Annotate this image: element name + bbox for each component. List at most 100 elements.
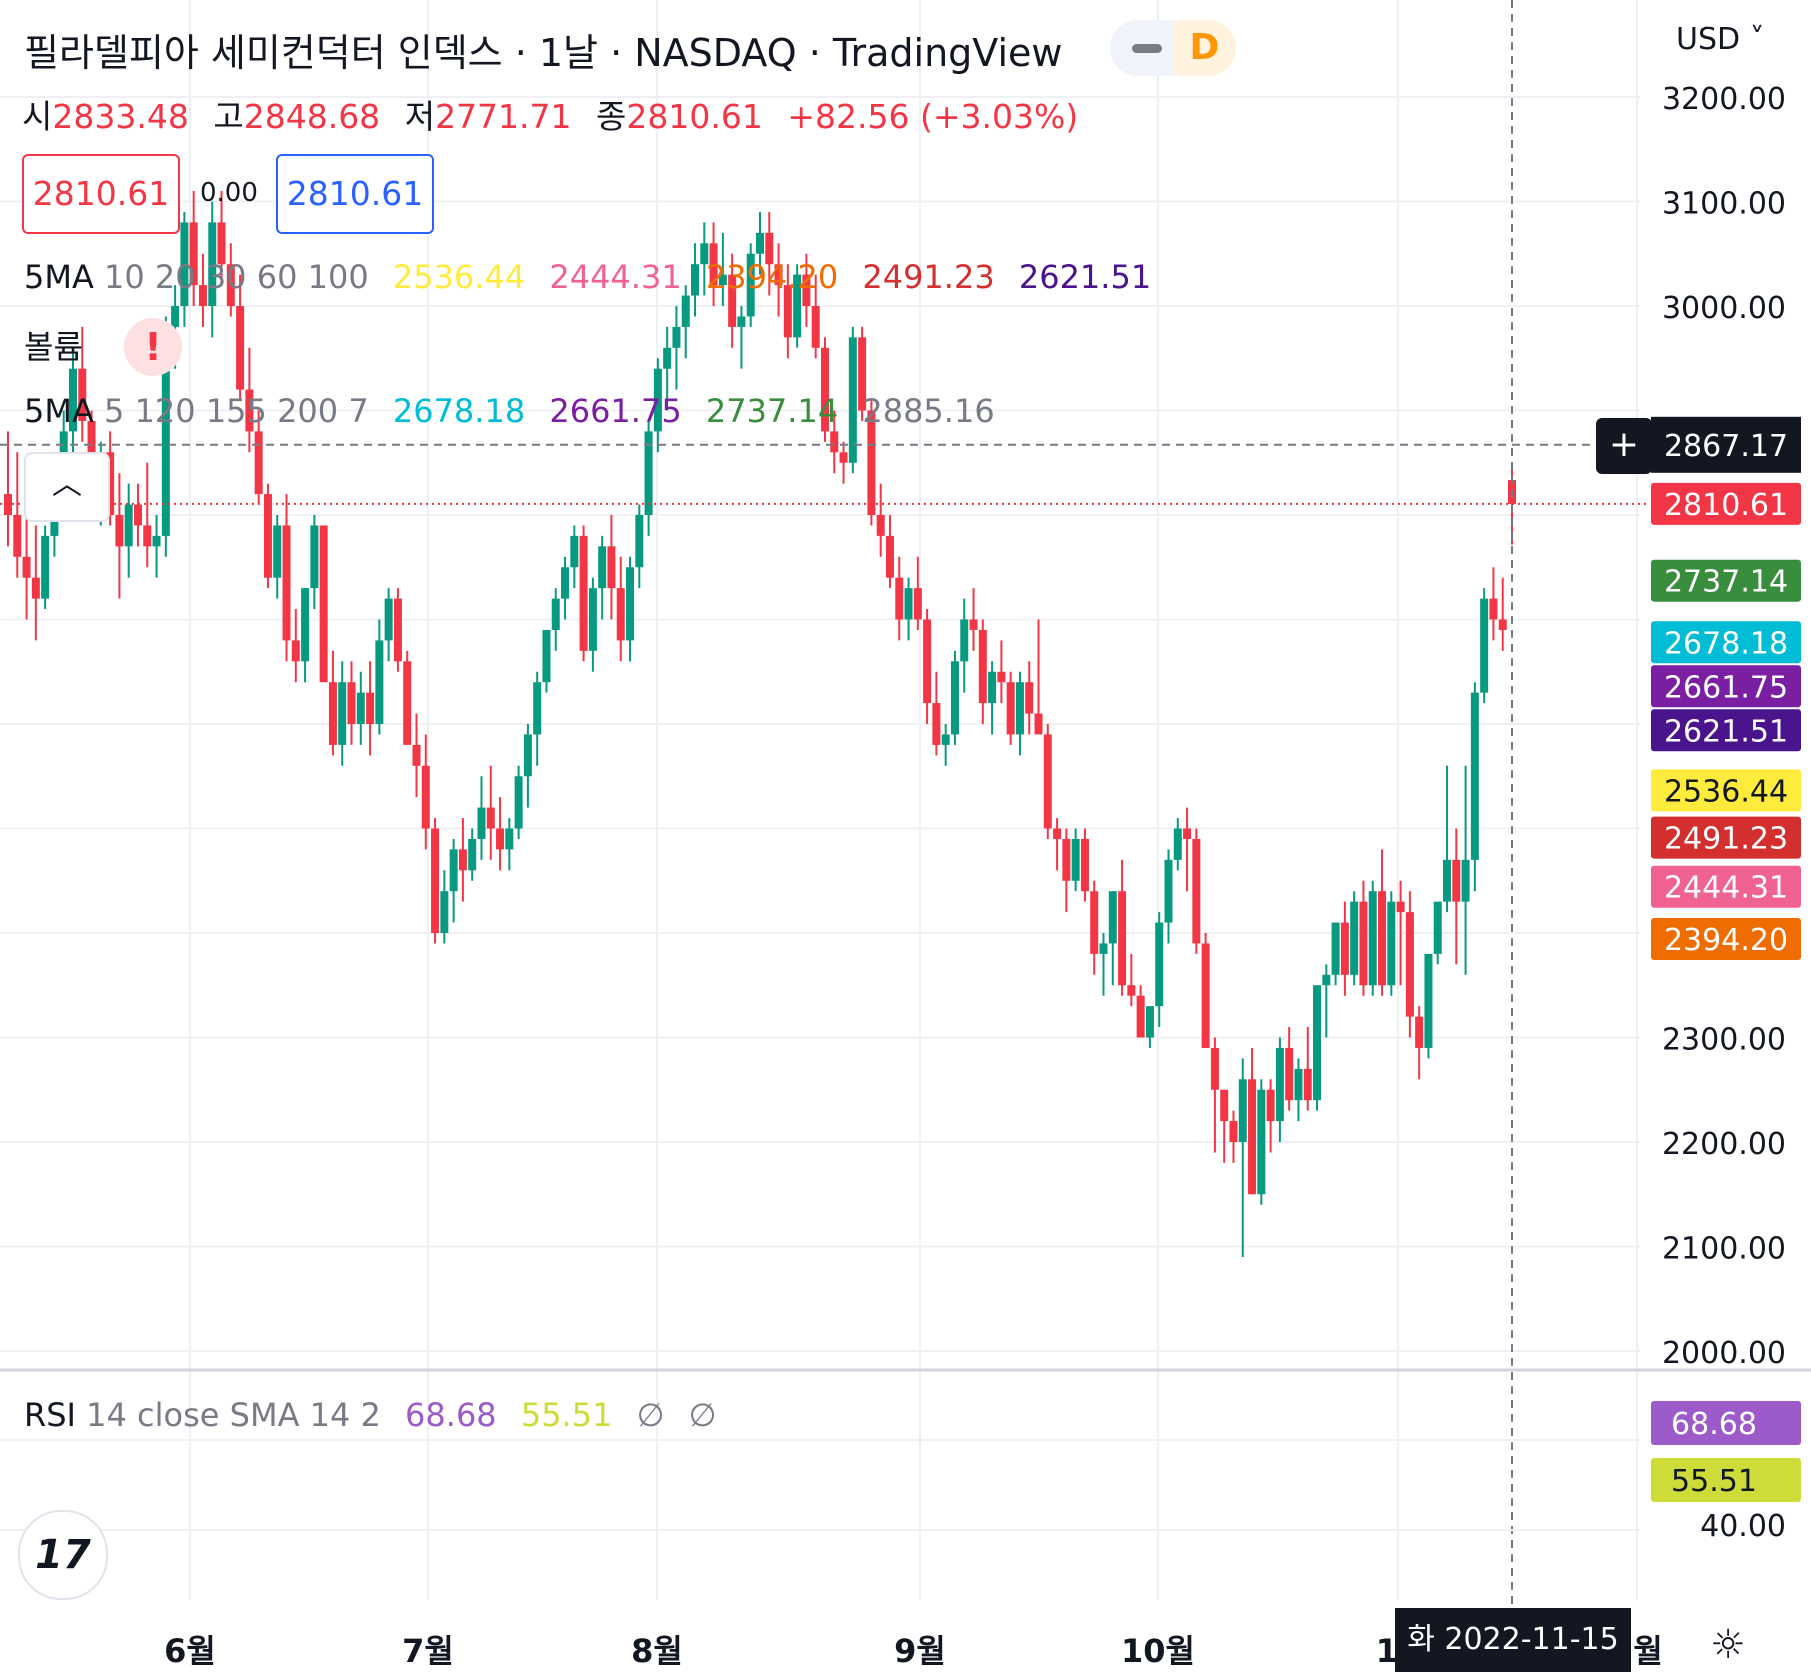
warning-icon[interactable]: !	[124, 318, 182, 376]
collapse-legend-button[interactable]: ︿	[24, 452, 110, 522]
ma-value: 2491.23	[862, 258, 995, 296]
candle-body	[1053, 828, 1062, 839]
candle-body	[1415, 1016, 1424, 1048]
candle-body	[1340, 922, 1349, 975]
sell-button[interactable]: 2810.61	[22, 154, 180, 234]
price-axis[interactable]: 3200.00 3100.00 3000.00 2300.00 2200.00 2100.…	[1662, 82, 1786, 1371]
candle-body	[514, 776, 523, 829]
currency-selector[interactable]: USD ˅	[1676, 22, 1765, 57]
ma-value: 2394.20	[705, 258, 839, 296]
candle-body	[1387, 901, 1396, 986]
ma-value: 2444.31	[549, 258, 682, 296]
price-label-text: 2621.51	[1664, 714, 1788, 749]
candle-body	[133, 504, 142, 526]
candle-body	[1452, 859, 1461, 902]
candle-body	[1173, 828, 1182, 860]
candle-body	[87, 420, 96, 474]
ma-legend-1[interactable]: 5MA 10 20 30 60 100 2536.44 2444.31 2394…	[24, 258, 1151, 296]
candle-body	[1136, 995, 1145, 1038]
y-tick-label: 3100.00	[1662, 187, 1786, 222]
candle-body	[598, 546, 607, 589]
ma-value: 2661.75	[549, 392, 682, 430]
candle-body	[1210, 1047, 1219, 1090]
price-label-box	[1651, 865, 1801, 908]
market-status-pill[interactable]: D	[1110, 20, 1236, 76]
candle-body	[653, 368, 662, 432]
candle-body	[143, 525, 152, 547]
candle-body	[1322, 974, 1331, 986]
candle-body	[978, 629, 987, 704]
rsi-legend[interactable]: RSI 14 close SMA 14 2 68.68 55.51 ∅ ∅	[24, 1396, 717, 1434]
close-label: 종	[596, 97, 627, 136]
ma-value: 2885.16	[862, 392, 995, 430]
candle-body	[969, 619, 978, 630]
candle-body	[635, 515, 644, 568]
price-label-text: 2491.23	[1664, 822, 1788, 857]
volume-legend[interactable]: 볼륨	[24, 328, 83, 366]
settings-icon[interactable]: ☼	[1710, 1622, 1746, 1668]
candle-body	[68, 368, 77, 432]
candle-body	[1266, 1089, 1275, 1122]
price-label-text: 2737.14	[1664, 565, 1788, 600]
ma-value: 2621.51	[1018, 258, 1152, 296]
candle-body	[152, 535, 161, 547]
add-alert-button[interactable]: +	[1596, 418, 1652, 474]
candle-body	[997, 671, 1006, 683]
candle-body	[375, 640, 384, 724]
candle-body	[1015, 682, 1024, 735]
candle-body	[208, 222, 217, 306]
candle-body	[672, 326, 681, 348]
candle-body	[189, 222, 198, 286]
buy-button[interactable]: 2810.61	[276, 154, 434, 234]
candle-body	[718, 274, 727, 286]
x-tick-label: 7월	[402, 1632, 454, 1670]
price-label-text: 2678.18	[1664, 626, 1788, 661]
candle-body	[1220, 1089, 1229, 1122]
candle-body	[1090, 891, 1099, 954]
candle-body	[700, 243, 709, 265]
candle-body	[691, 264, 700, 296]
candle-body	[533, 682, 542, 735]
candle-body	[1350, 901, 1359, 975]
y-tick-label: 3000.00	[1662, 291, 1786, 326]
ma-legend-2[interactable]: 5MA 5 120 155 200 7 2678.18 2661.75 2737…	[24, 392, 995, 430]
ohlc-legend: 시2833.48 고2848.68 저2771.71 종2810.61 +82.…	[22, 90, 1092, 138]
candle-body	[960, 619, 969, 662]
high-value: 2848.68	[243, 97, 381, 136]
candle-body	[923, 619, 932, 704]
candle-body	[171, 306, 180, 327]
candle-body	[941, 734, 950, 745]
candle-body	[820, 347, 829, 432]
candle-body	[1006, 682, 1015, 735]
candle-body	[31, 577, 40, 599]
candle-body	[217, 222, 226, 265]
candle-body	[291, 640, 300, 662]
candle-body	[1043, 734, 1052, 829]
candle-body	[551, 598, 560, 630]
change-value: +82.56 (+3.03%)	[787, 97, 1079, 136]
candle-body	[328, 682, 337, 745]
x-tick-label: 9월	[894, 1632, 946, 1670]
candle-body	[802, 274, 811, 306]
candle-body	[1192, 838, 1201, 944]
y-tick-label: 2100.00	[1662, 1232, 1786, 1267]
rsi-value: 55.51	[520, 1396, 613, 1434]
candle-body	[756, 232, 764, 254]
candle-body	[913, 588, 922, 620]
candle-body	[22, 556, 31, 578]
tradingview-logo[interactable]: 17	[18, 1510, 108, 1600]
candle-body	[1405, 912, 1414, 1017]
ma-params: 5 120 155 200 7	[104, 392, 369, 430]
crosshair-price-box	[1651, 416, 1801, 473]
price-label-text: 2444.31	[1664, 871, 1788, 906]
x-tick-label: 6월	[164, 1632, 216, 1670]
x-tick-label: 8월	[631, 1632, 683, 1670]
candle-body	[765, 232, 774, 265]
candle-body	[384, 598, 393, 641]
candle-body	[988, 671, 997, 704]
candle-body	[226, 264, 235, 306]
candle-body	[505, 828, 514, 850]
candle-body	[486, 807, 495, 829]
candle-body	[412, 744, 421, 766]
